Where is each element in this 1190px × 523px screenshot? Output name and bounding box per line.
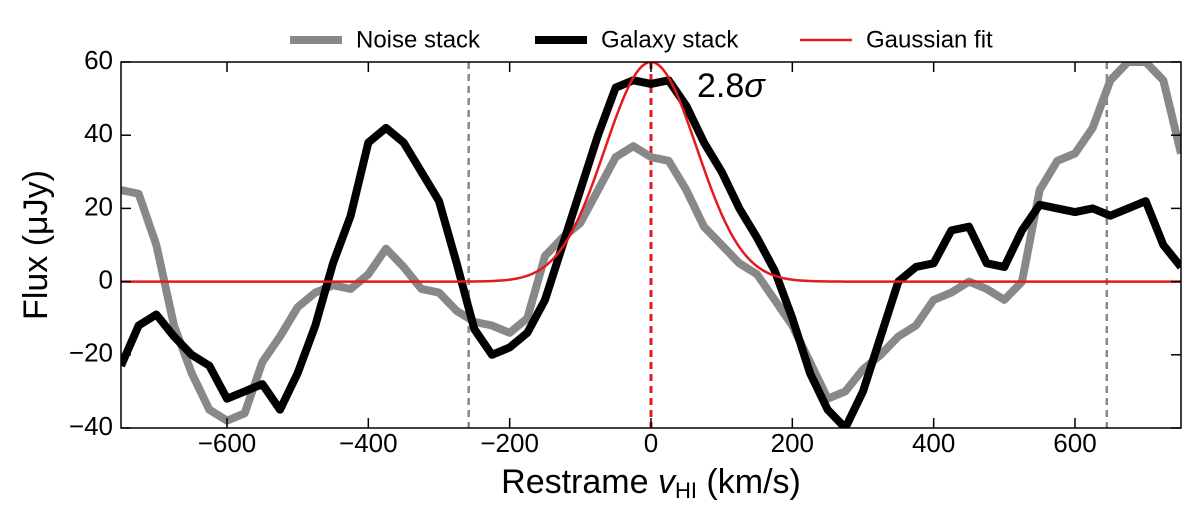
x-tick-label: −600 [198, 428, 257, 458]
legend-label: Galaxy stack [601, 26, 739, 53]
y-tick-label: 0 [99, 264, 113, 294]
gaussian-fit [121, 62, 1181, 283]
y-axis-label: Flux (μJy) [17, 170, 55, 320]
y-tick-label: −20 [69, 338, 113, 368]
annotation: 2.8σ [697, 67, 766, 105]
y-tick-label: 40 [84, 118, 113, 148]
x-tick-label: 600 [1053, 428, 1096, 458]
y-tick-label: 60 [84, 45, 113, 75]
x-tick-label: 0 [644, 428, 658, 458]
series-line [121, 62, 1181, 425]
x-tick-label: 200 [771, 428, 814, 458]
x-tick-label: −400 [339, 428, 398, 458]
x-axis-label: Restrame vHI (km/s) [501, 463, 801, 503]
x-tick-label: 400 [912, 428, 955, 458]
series-line [121, 76, 1181, 428]
legend-label: Gaussian fit [866, 26, 993, 53]
legend-label: Noise stack [356, 26, 481, 53]
y-tick-label: 20 [84, 191, 113, 221]
y-tick-label: −40 [69, 411, 113, 441]
x-tick-label: −200 [480, 428, 539, 458]
